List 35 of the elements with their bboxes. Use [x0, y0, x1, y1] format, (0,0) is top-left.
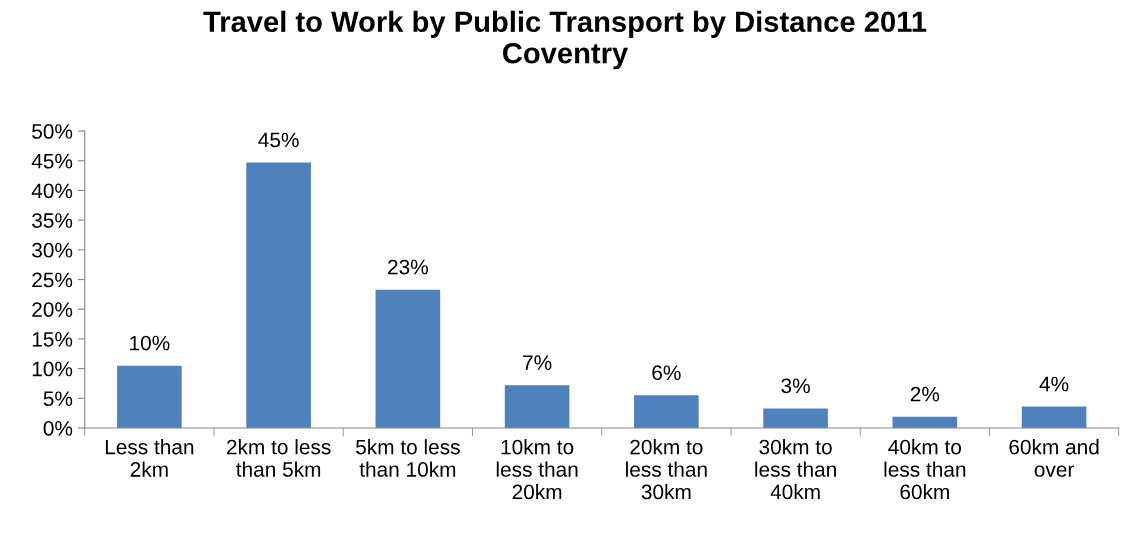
y-tick-label: 35% [32, 213, 73, 228]
y-tick-label: 50% [32, 124, 73, 139]
y-tick-label: 0% [43, 421, 73, 436]
data-label: 23% [388, 259, 428, 275]
bar [246, 162, 311, 428]
y-tick-label: 15% [32, 332, 73, 347]
y-tick-label: 20% [32, 302, 73, 317]
y-tick-label: 5% [43, 391, 73, 407]
bar [634, 395, 699, 428]
bar [1021, 406, 1087, 428]
x-tick-label: Less than 2km [105, 439, 194, 477]
x-tick-label: 30km to less than 40km [755, 439, 836, 500]
bar [763, 408, 828, 428]
y-tick-label: 40% [31, 183, 73, 199]
x-tick-label: 10km to less than 20km [496, 439, 578, 500]
x-tick-label: 5km to less than 10km [356, 439, 460, 477]
data-label: 6% [652, 365, 681, 381]
bar [375, 289, 441, 428]
data-label: 10% [130, 335, 170, 351]
bar [117, 365, 182, 428]
x-tick-label: 2km to less than 5km [226, 439, 331, 477]
x-tick-label: 60km and over [1009, 439, 1099, 477]
y-tick-label: 45% [31, 153, 73, 169]
chart-title: Travel to Work by Public Transport by Distance 2011 Coventry [203, 10, 927, 70]
data-label: 7% [523, 355, 552, 370]
y-tick-label: 10% [32, 361, 73, 377]
x-tick-label: 20km to less than 30km [626, 439, 707, 500]
x-tick-label: 40km to less than 60km [884, 439, 966, 500]
data-label: 2% [910, 386, 940, 402]
y-tick-label: 30% [32, 242, 73, 258]
data-label: 3% [781, 378, 810, 394]
bar [504, 385, 570, 428]
y-tick-label: 25% [32, 272, 73, 288]
data-label: 45% [258, 132, 299, 148]
data-label: 4% [1039, 376, 1069, 392]
